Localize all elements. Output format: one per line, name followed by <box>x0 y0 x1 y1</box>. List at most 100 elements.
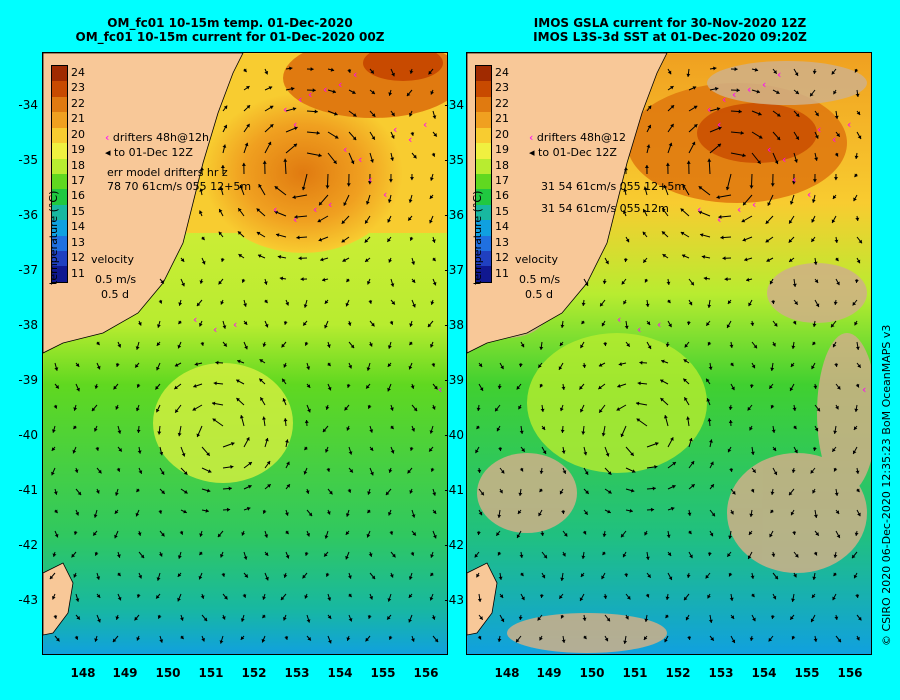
velocity-arrowhead <box>748 302 752 307</box>
lat-tick-label: -43 <box>444 593 464 607</box>
velocity-arrowhead <box>367 405 372 409</box>
velocity-arrowhead <box>707 304 712 308</box>
lon-tick-label: 153 <box>708 666 734 680</box>
velocity-arrowhead <box>476 407 481 411</box>
velocity-arrowhead <box>215 360 219 365</box>
colorbar-segment <box>476 66 491 82</box>
velocity-arrowhead <box>498 447 503 451</box>
velocity-arrowhead <box>220 258 225 262</box>
velocity-arrowhead <box>428 70 432 75</box>
colorbar-tick-label: 18 <box>495 158 509 172</box>
colorbar-segment <box>52 266 67 282</box>
velocity-arrowhead <box>327 362 331 367</box>
velocity-arrowhead <box>812 70 817 74</box>
velocity-arrowhead <box>813 514 818 518</box>
colorbar-tick-label: 12 <box>495 251 509 265</box>
velocity-arrowhead <box>518 492 523 496</box>
velocity-arrowhead <box>294 214 298 219</box>
velocity-arrowhead <box>219 186 224 190</box>
velocity-arrowhead <box>582 530 587 535</box>
lon-tick-label: 151 <box>198 666 224 680</box>
velocity-arrowhead <box>262 343 267 347</box>
velocity-arrowhead <box>579 385 583 390</box>
velocity-arrowhead <box>581 320 585 325</box>
velocity-arrowhead <box>686 321 691 325</box>
lat-tick-label: -34 <box>444 98 464 112</box>
velocity-arrowhead <box>833 90 837 95</box>
velocity-arrowhead <box>749 426 753 431</box>
velocity-arrowhead <box>388 92 393 96</box>
drifter-marker: ‹ <box>283 103 287 116</box>
velocity-arrowhead <box>660 398 664 402</box>
velocity-arrowhead <box>314 109 318 114</box>
velocity-arrowhead <box>792 407 797 411</box>
velocity-arrowhead <box>285 554 290 559</box>
velocity-arrowhead <box>181 282 185 287</box>
velocity-arrowhead <box>816 407 820 412</box>
velocity-arrowhead <box>387 345 392 349</box>
velocity-arrowhead <box>773 471 778 475</box>
colorbar-tick-label: 14 <box>495 220 509 234</box>
velocity-arrowhead <box>289 66 293 71</box>
velocity-arrowhead <box>326 468 331 472</box>
velocity-arrowhead <box>432 115 437 119</box>
lon-tick-label: 155 <box>370 666 396 680</box>
velocity-arrowhead <box>365 258 369 262</box>
velocity-arrowhead <box>181 453 186 457</box>
velocity-arrowhead <box>306 533 310 537</box>
colorbar-tick-label: 20 <box>495 127 509 141</box>
velocity-arrowhead <box>560 614 565 619</box>
velocity-arrowhead <box>520 343 525 348</box>
velocity-arrowhead <box>303 304 308 308</box>
velocity-arrowhead <box>652 486 656 491</box>
drifter-marker: ‹ <box>847 118 851 131</box>
velocity-arrowhead <box>644 165 649 168</box>
velocity-arrowhead <box>346 384 351 388</box>
drifter-marker: ‹ <box>323 83 327 96</box>
velocity-arrowhead <box>73 407 78 411</box>
right-velocity-speed: 0.5 m/s <box>519 273 561 286</box>
velocity-arrowhead <box>855 217 860 221</box>
velocity-arrowhead <box>738 109 742 114</box>
velocity-arrowhead <box>771 429 776 433</box>
velocity-arrowhead <box>432 281 437 286</box>
velocity-arrowhead <box>304 595 309 599</box>
velocity-arrowhead <box>725 186 730 191</box>
lat-tick-label: -42 <box>18 538 38 552</box>
velocity-arrowhead <box>497 514 502 518</box>
velocity-arrowhead <box>665 343 670 347</box>
colorbar-tick-label: 20 <box>71 127 85 141</box>
velocity-arrowhead <box>559 595 563 599</box>
colorbar-tick-label: 21 <box>71 112 85 126</box>
velocity-arrowhead <box>765 220 770 224</box>
velocity-arrowhead <box>432 257 436 262</box>
velocity-arrowhead <box>285 439 289 443</box>
velocity-arrowhead <box>429 448 433 452</box>
velocity-arrowhead <box>856 636 860 641</box>
velocity-arrowhead <box>793 573 797 578</box>
velocity-arrowhead <box>854 279 859 283</box>
velocity-arrowhead <box>267 484 271 488</box>
velocity-arrowhead <box>668 142 673 147</box>
velocity-arrowhead <box>431 239 436 243</box>
velocity-arrowhead <box>200 167 204 171</box>
velocity-arrowhead <box>769 280 774 285</box>
colorbar-tick-label: 11 <box>71 266 85 280</box>
velocity-arrowhead <box>430 468 435 472</box>
velocity-arrowhead <box>664 638 668 643</box>
velocity-arrowhead <box>135 407 140 412</box>
velocity-arrowhead <box>794 449 798 454</box>
velocity-arrowhead <box>769 385 773 389</box>
velocity-arrowhead <box>312 88 316 93</box>
velocity-arrowhead <box>626 343 630 347</box>
colorbar-tick-label: 19 <box>495 143 509 157</box>
velocity-arrowhead <box>834 363 839 367</box>
velocity-arrowhead <box>213 381 217 386</box>
velocity-arrowhead <box>688 438 693 442</box>
velocity-arrowhead <box>264 323 269 328</box>
velocity-arrowhead <box>858 239 862 244</box>
velocity-arrowhead <box>180 258 185 262</box>
velocity-arrowhead <box>324 535 329 539</box>
velocity-arrowhead <box>136 637 141 641</box>
velocity-arrowhead <box>365 220 369 224</box>
